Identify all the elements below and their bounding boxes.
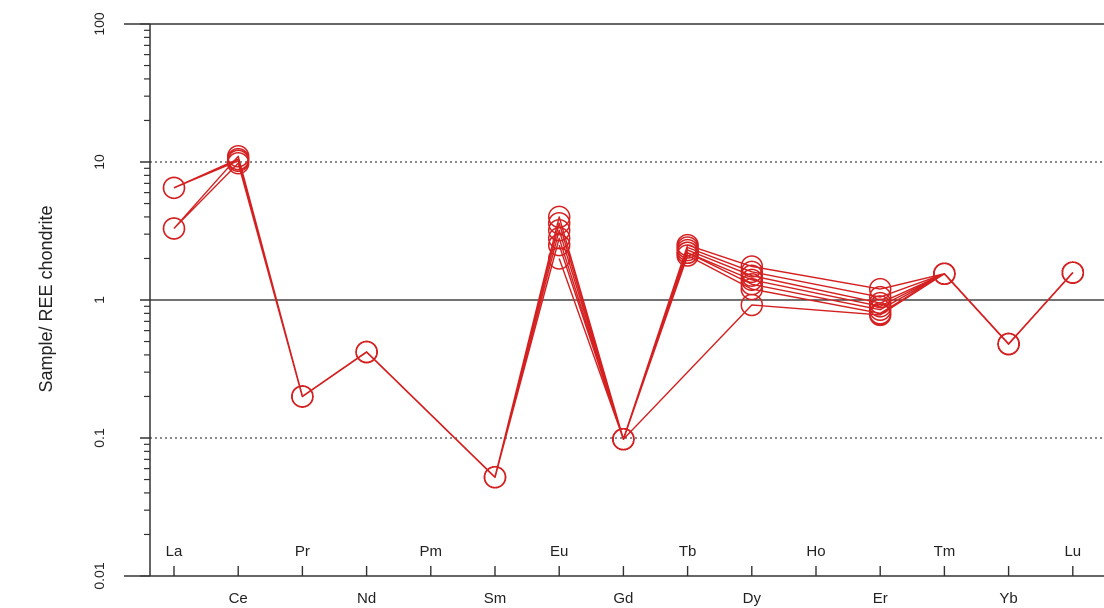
series-3 bbox=[164, 146, 1084, 488]
y-tick-label: 1 bbox=[91, 296, 107, 304]
series-line bbox=[174, 163, 1073, 477]
x-axis-ticks: La Ce Pr Nd Pm Sm Eu Gd Tb Dy Ho Er Tm Yb Lu bbox=[166, 543, 1081, 607]
y-tick-label: 10 bbox=[91, 154, 107, 170]
x-tick-label-dy: Dy bbox=[743, 590, 762, 607]
x-tick-label-lu: Lu bbox=[1064, 543, 1081, 560]
x-tick-label-yb: Yb bbox=[999, 590, 1017, 607]
x-tick-label-sm: Sm bbox=[484, 590, 507, 607]
x-tick-label-eu: Eu bbox=[550, 543, 568, 560]
series-5 bbox=[549, 235, 1084, 450]
x-tick-label-tb: Tb bbox=[679, 543, 697, 560]
y-axis-label: Sample/ REE chondrite bbox=[36, 205, 56, 392]
x-tick-label-nd: Nd bbox=[357, 590, 376, 607]
x-tick-label-er: Er bbox=[873, 590, 888, 607]
series-line bbox=[174, 159, 1073, 477]
series-group bbox=[164, 146, 1084, 488]
series-line bbox=[559, 256, 1073, 440]
series-6 bbox=[549, 245, 1084, 450]
x-tick-label-pr: Pr bbox=[295, 543, 310, 560]
series-line bbox=[174, 161, 1073, 477]
x-tick-label-pm: Pm bbox=[420, 543, 443, 560]
y-tick-label: 0.01 bbox=[91, 562, 107, 589]
x-tick-label-tm: Tm bbox=[934, 543, 956, 560]
x-tick-label-ce: Ce bbox=[229, 590, 248, 607]
y-tick-label: 0.1 bbox=[91, 428, 107, 448]
gridlines bbox=[150, 162, 1104, 438]
y-tick-label: 100 bbox=[91, 12, 107, 36]
y-axis-ticks: 0.01 0.1 1 10 100 bbox=[91, 12, 150, 590]
x-tick-label-ho: Ho bbox=[806, 543, 825, 560]
series-line bbox=[559, 245, 1073, 439]
x-tick-label-la: La bbox=[166, 543, 183, 560]
x-tick-label-gd: Gd bbox=[613, 590, 633, 607]
